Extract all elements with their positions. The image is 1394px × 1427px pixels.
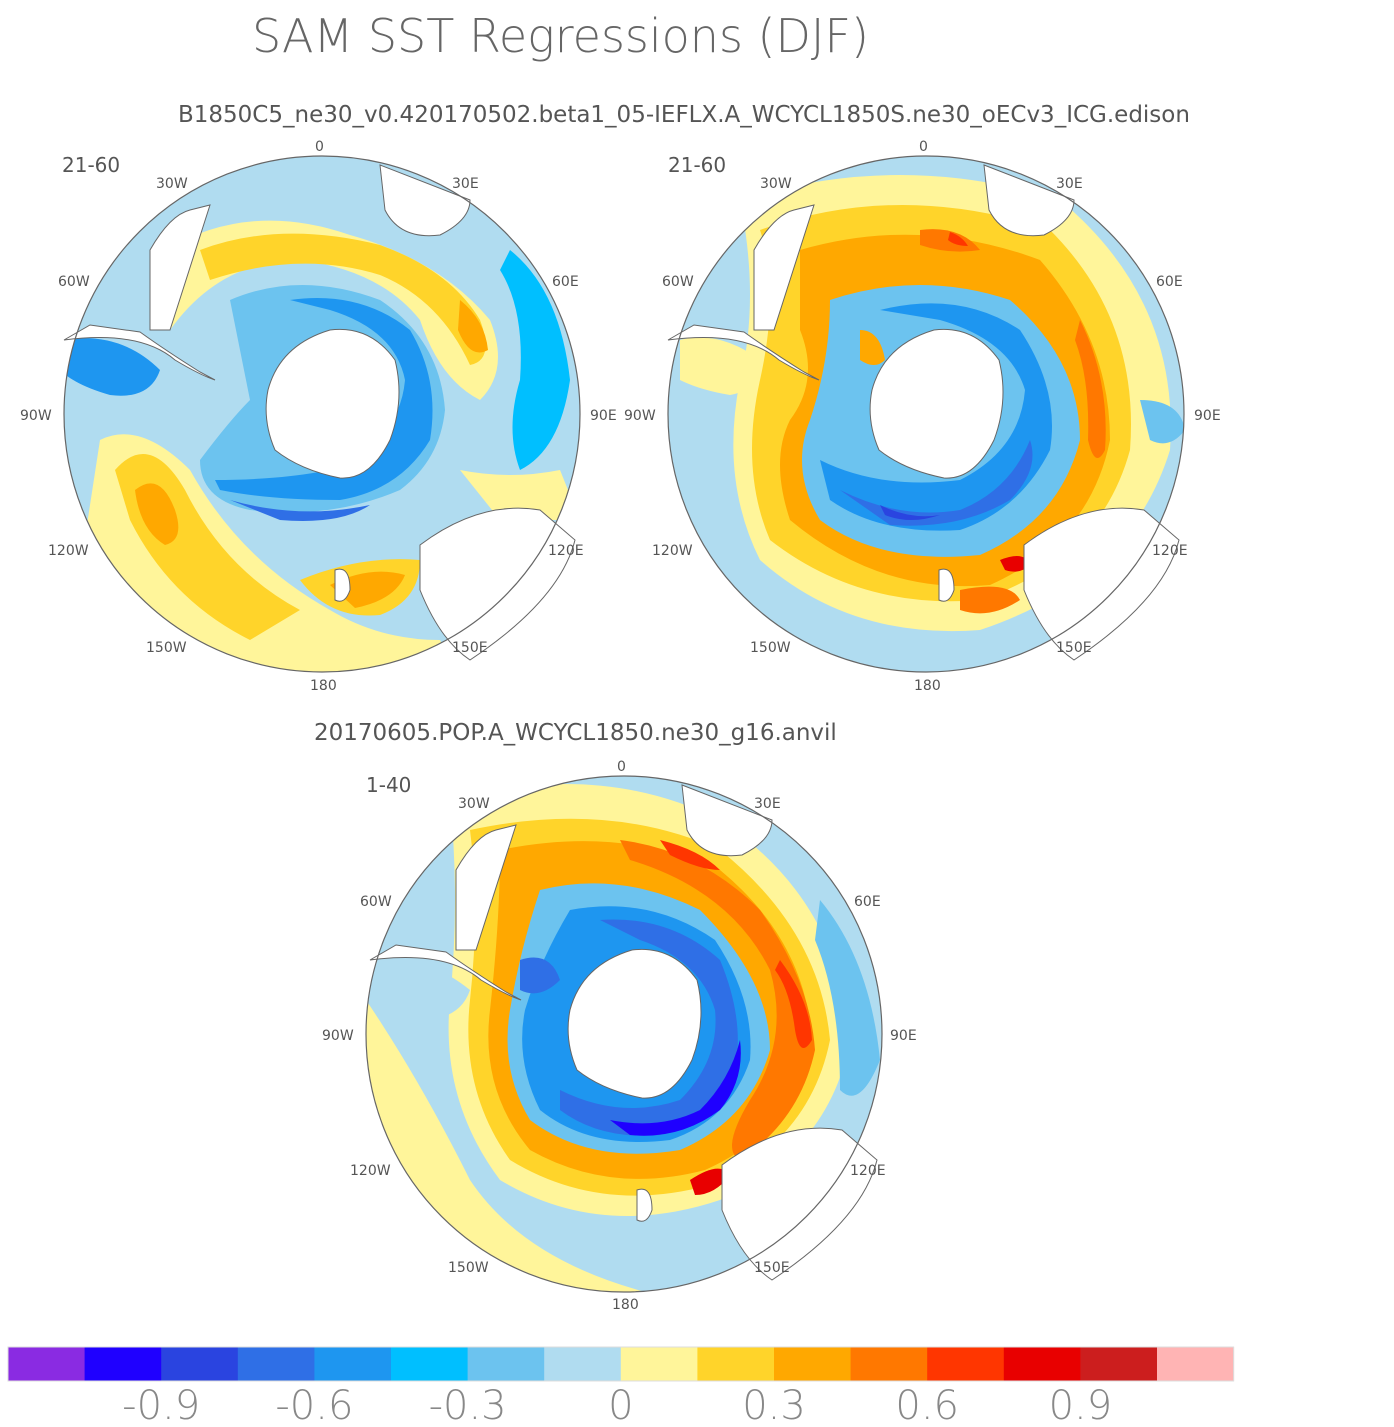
colorbar-swatch — [1003, 1347, 1081, 1381]
colorbar-swatch — [774, 1347, 852, 1381]
svg-text:150W: 150W — [146, 640, 187, 656]
svg-text:90W: 90W — [20, 408, 52, 424]
svg-text:0: 0 — [919, 139, 928, 155]
colorbar-tick-label: -0.3 — [429, 1383, 507, 1427]
colorbar-swatch — [1080, 1347, 1158, 1381]
svg-text:90W: 90W — [322, 1028, 354, 1044]
colorbar-swatch — [84, 1347, 162, 1381]
boundary-circle-lower — [365, 775, 883, 1293]
svg-text:0: 0 — [315, 139, 324, 155]
svg-text:120E: 120E — [850, 1163, 886, 1179]
svg-text:150E: 150E — [754, 1260, 790, 1276]
colorbar-tick-label: 0.9 — [1049, 1383, 1113, 1427]
land-upper-right — [667, 164, 1180, 661]
svg-text:180: 180 — [914, 678, 941, 694]
colorbar-tick-label: 0.3 — [742, 1383, 806, 1427]
map-panel-upper-right: 21-60 0 30E 60E 90E 120E 150E 180 150W 1… — [624, 139, 1221, 694]
bottom-run-label: 20170605.POP.A_WCYCL1850.ne30_g16.anvil — [314, 720, 837, 746]
colorbar-swatch — [237, 1347, 315, 1381]
svg-text:150W: 150W — [750, 640, 791, 656]
svg-text:30E: 30E — [1056, 176, 1083, 192]
svg-text:60W: 60W — [58, 274, 90, 290]
land-upper-left — [63, 164, 576, 661]
colorbar-tick-label: -0.6 — [275, 1383, 353, 1427]
colorbar-swatch — [467, 1347, 545, 1381]
years-label-upper-left: 21-60 — [62, 153, 120, 177]
colorbar-swatch — [850, 1347, 928, 1381]
svg-text:120W: 120W — [48, 543, 89, 559]
svg-text:60W: 60W — [662, 274, 694, 290]
svg-text:30W: 30W — [156, 176, 188, 192]
colorbar-swatch — [314, 1347, 392, 1381]
colorbar-tick-label: -0.9 — [122, 1383, 200, 1427]
figure-title: SAM SST Regressions (DJF) — [252, 9, 869, 63]
svg-text:0: 0 — [617, 759, 626, 775]
svg-text:120W: 120W — [350, 1163, 391, 1179]
svg-text:60E: 60E — [1156, 274, 1183, 290]
colorbar-swatch — [697, 1347, 775, 1381]
colorbar: -0.9 -0.6 -0.3 0 0.3 0.6 0.9 — [7, 1346, 1235, 1427]
svg-text:90E: 90E — [890, 1028, 917, 1044]
svg-text:30W: 30W — [760, 176, 792, 192]
svg-text:120W: 120W — [652, 543, 693, 559]
svg-text:180: 180 — [612, 1297, 639, 1313]
svg-text:90W: 90W — [624, 408, 656, 424]
svg-text:30W: 30W — [458, 796, 490, 812]
svg-text:90E: 90E — [590, 408, 617, 424]
svg-text:120E: 120E — [548, 543, 584, 559]
lon-labels-lower: 0 30E 60E 90E 120E 150E 180 150W 120W 90… — [322, 759, 917, 1313]
colorbar-outline — [7, 1346, 1235, 1382]
colorbar-swatch — [544, 1347, 622, 1381]
colorbar-swatch — [1157, 1347, 1235, 1381]
svg-text:90E: 90E — [1194, 408, 1221, 424]
svg-text:30E: 30E — [754, 796, 781, 812]
land-lower — [369, 784, 878, 1281]
years-label-lower: 1-40 — [366, 773, 411, 797]
years-label-upper-right: 21-60 — [668, 153, 726, 177]
colorbar-swatch — [620, 1347, 698, 1381]
svg-text:180: 180 — [310, 678, 337, 694]
top-run-label: B1850C5_ne30_v0.420170502.beta1_05-IEFLX… — [178, 102, 1190, 128]
map-panel-lower: 1-40 0 30E 60E 90E 120E 150E 180 150W 12… — [322, 759, 917, 1313]
boundary-circle-upper-right — [667, 155, 1185, 673]
colorbar-swatch — [927, 1347, 1005, 1381]
svg-text:120E: 120E — [1152, 543, 1188, 559]
colorbar-tick-label: 0.6 — [895, 1383, 959, 1427]
svg-text:60E: 60E — [552, 274, 579, 290]
svg-text:30E: 30E — [452, 176, 479, 192]
svg-text:150W: 150W — [448, 1260, 489, 1276]
colorbar-swatch — [161, 1347, 239, 1381]
svg-text:150E: 150E — [1056, 640, 1092, 656]
lon-labels-upper-right: 0 30E 60E 90E 120E 150E 180 150W 120W 90… — [624, 139, 1221, 694]
svg-text:150E: 150E — [452, 640, 488, 656]
colorbar-swatch — [391, 1347, 469, 1381]
map-panel-upper-left: 21-60 0 30E 60E 90E 120E 150E 180 150W 1… — [20, 139, 617, 694]
boundary-circle-upper-left — [63, 155, 581, 673]
svg-text:60W: 60W — [360, 894, 392, 910]
svg-text:60E: 60E — [854, 894, 881, 910]
colorbar-swatch — [8, 1347, 86, 1381]
colorbar-tick-label: 0 — [608, 1383, 633, 1427]
lon-labels-upper-left: 0 30E 60E 90E 120E 150E 180 150W 120W 90… — [20, 139, 617, 694]
